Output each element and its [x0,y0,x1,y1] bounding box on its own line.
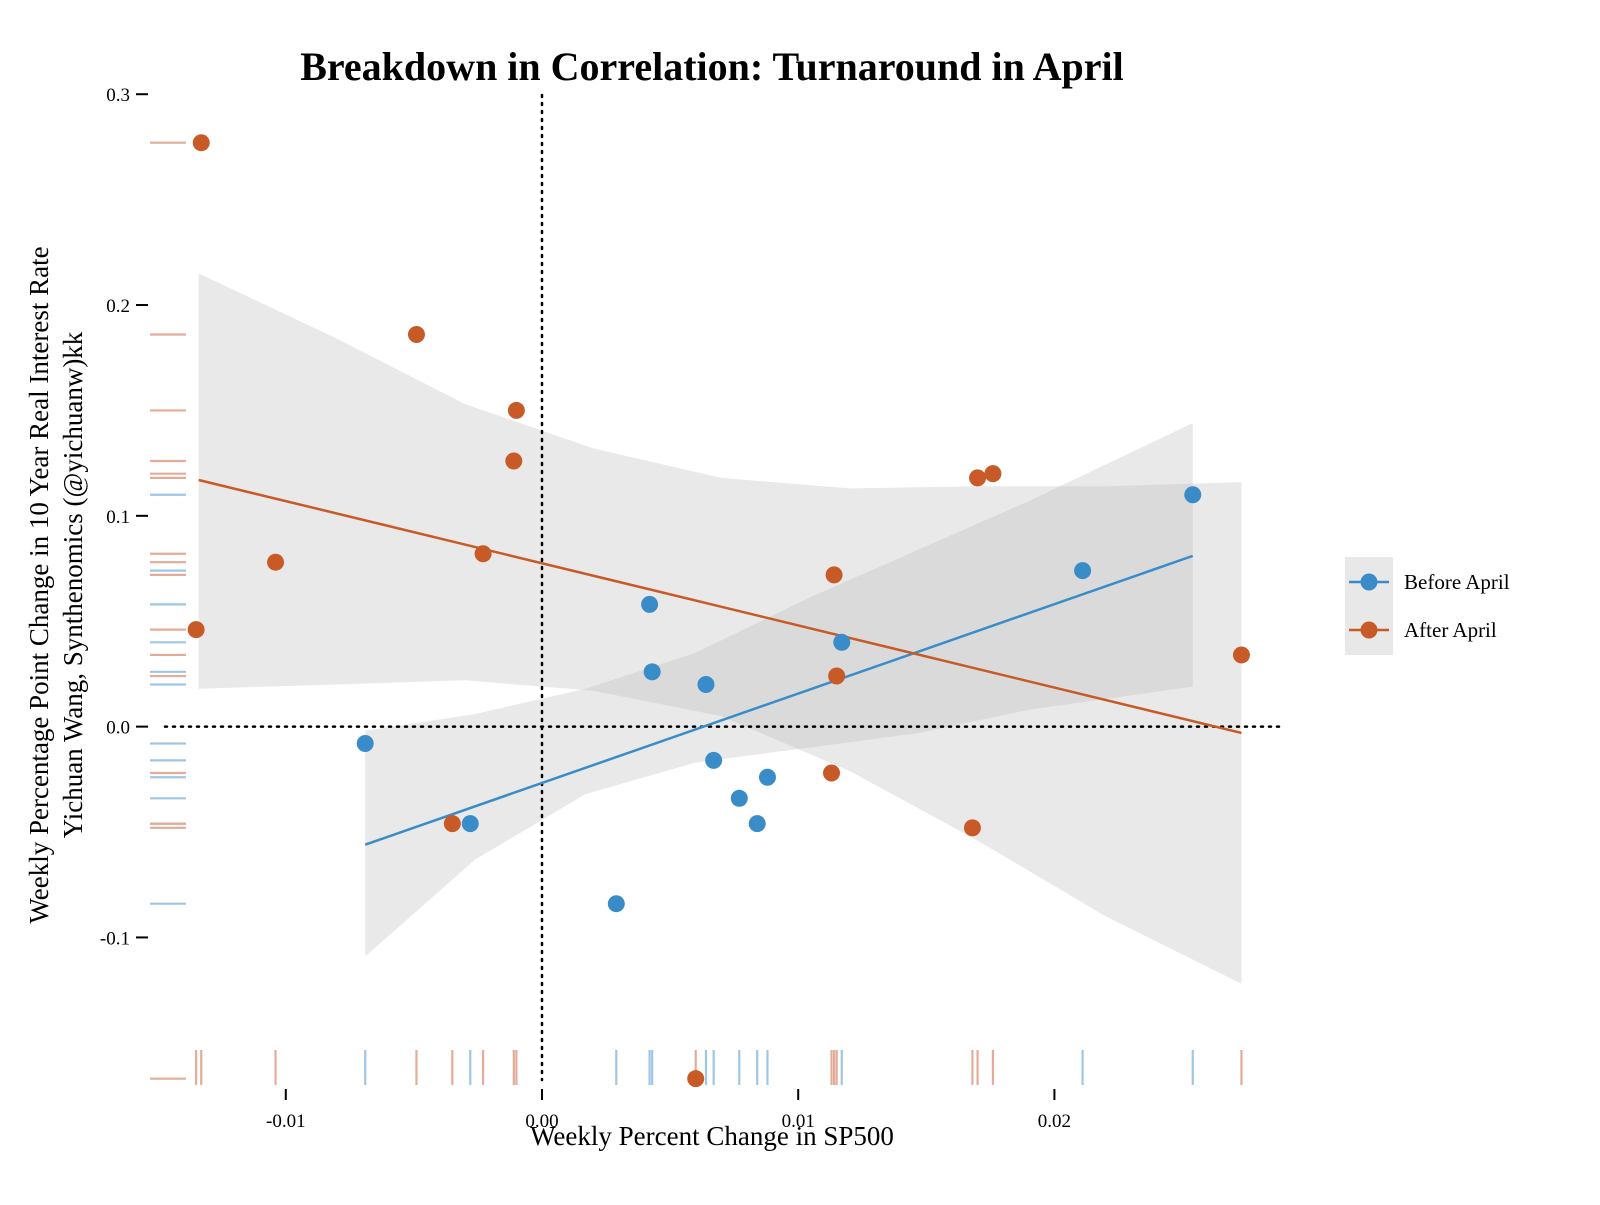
y-tick-label: 0.2 [106,296,130,317]
x-tick-label: -0.01 [266,1111,306,1132]
confidence-band-1 [365,423,1193,957]
data-point-series-2 [192,134,210,152]
data-point-series-2 [407,326,425,344]
reference-lines [163,93,1287,1082]
axes: -0.01 0.00 0.01 0.02 -0.1 0.0 0.1 0.2 0.3 [100,85,1071,1132]
data-points [187,134,1250,1088]
data-point-series-1 [461,815,479,833]
data-point-series-2 [1232,646,1250,664]
legend-key-point [1360,573,1378,591]
x-tick-label: 0.01 [782,1111,815,1132]
data-point-series-2 [828,667,846,685]
chart-title: Breakdown in Correlation: Turnaround in … [300,44,1124,89]
data-point-series-1 [730,789,748,807]
data-point-series-1 [697,675,715,693]
confidence-bands [198,273,1242,984]
data-point-series-2 [969,469,987,487]
y-tick-label: 0.1 [106,507,130,528]
data-point-series-1 [1184,486,1202,504]
y-tick-label: 0.3 [106,85,130,106]
data-point-series-2 [267,553,285,571]
legend-key-background [1345,557,1393,655]
y-tick-label: 0.0 [106,718,130,739]
x-tick-label: 0.02 [1038,1111,1071,1132]
fit-lines [198,478,1242,846]
data-point-series-2 [984,465,1002,483]
data-point-series-1 [705,751,723,769]
data-point-series-2 [823,764,841,782]
confidence-band-2 [198,273,1242,984]
data-point-series-1 [1074,562,1092,580]
data-point-series-1 [833,633,851,651]
y-tick-label: -0.1 [100,928,130,949]
data-point-series-1 [758,768,776,786]
data-point-series-2 [474,545,492,563]
fit-line-2 [198,478,1242,735]
x-tick-label: 0.00 [525,1111,558,1132]
y-axis-label-line1: Weekly Percentage Point Change in 10 Yea… [24,246,54,923]
data-point-series-2 [507,401,525,419]
data-point-series-2 [687,1070,705,1088]
data-point-series-1 [607,895,625,913]
data-point-series-2 [187,621,205,639]
legend-label: After April [1404,618,1497,642]
data-point-series-1 [641,595,659,613]
x-axis-label: Weekly Percent Change in SP500 [530,1121,894,1151]
fit-line-1 [364,554,1194,846]
data-point-series-2 [443,815,461,833]
legend-key-point [1360,621,1378,639]
data-point-series-1 [356,734,374,752]
y-axis-label-line2: Yichuan Wang, Synthenomics (@yichuanw)kk [58,331,88,838]
legend: Before April After April [1345,557,1510,655]
legend-label: Before April [1404,570,1510,594]
data-point-series-1 [643,663,661,681]
data-point-series-2 [505,452,523,470]
rug-marks [150,141,1243,1085]
data-point-series-2 [963,819,981,837]
data-point-series-1 [748,815,766,833]
data-point-series-2 [825,566,843,584]
